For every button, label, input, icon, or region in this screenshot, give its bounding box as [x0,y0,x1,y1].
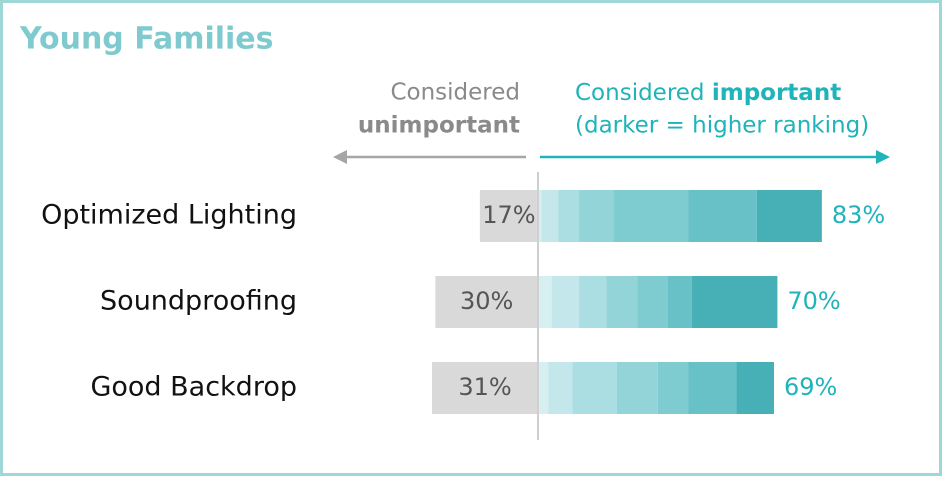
bar-segment [572,362,617,414]
value-label-important: 83% [832,201,885,229]
bar-segment [538,190,542,242]
value-label-important: 70% [787,287,840,315]
bar-segment [579,276,607,328]
bar-segment [667,276,692,328]
bars: Optimized Lighting 17% 83% Soundproofing 30%… [41,190,885,414]
bar-segment [579,190,614,242]
arrow-left-head [333,150,347,164]
bar-segment [688,190,757,242]
bar-unimportant [435,276,538,328]
bar-segment [538,276,552,328]
legend-left: Considered [390,80,520,106]
bar-segment [606,276,638,328]
legend-right-note: (darker = higher ranking) [575,113,869,139]
bar-segment [541,190,559,242]
legend-right: Considered important [575,80,841,106]
bar-segment [538,362,549,414]
arrow-right-head [876,150,890,164]
bar-segment [691,276,778,328]
value-label-unimportant: 30% [460,287,513,315]
value-label-important: 69% [784,373,837,401]
bar-segment [637,276,668,328]
bar-segment [657,362,689,414]
category-label: Soundproofing [100,286,297,317]
bar-segment [756,190,822,242]
category-label: Good Backdrop [90,372,297,403]
bar-segment [736,362,774,414]
category-label: Optimized Lighting [41,200,297,231]
bar-segment [688,362,737,414]
value-label-unimportant: 17% [482,201,535,229]
bar-unimportant [479,190,538,242]
bar-segment [613,190,689,242]
bar-segment [548,362,573,414]
bar-segment [551,276,580,328]
legend-right-bold: important [712,80,841,106]
value-label-unimportant: 31% [458,373,511,401]
bar-segment [616,362,658,414]
legend-right-text: Considered [575,80,712,106]
chart-title: Young Families [19,22,274,57]
bar-segment [558,190,580,242]
bar-unimportant [431,362,538,414]
legend-left-bold: unimportant [358,113,520,139]
